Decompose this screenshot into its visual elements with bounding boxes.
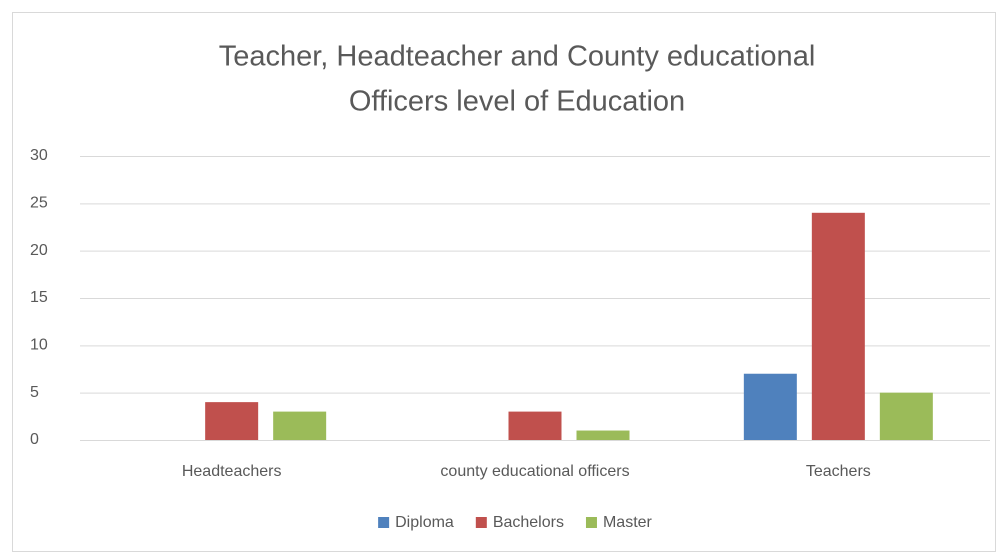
legend-swatch [475,517,487,528]
y-tick-label: 30 [30,147,48,164]
y-tick-label: 15 [30,289,48,306]
bar [743,373,797,440]
bar [576,430,630,440]
legend-label: Diploma [395,514,454,531]
x-tick-label: county educational officers [440,463,629,480]
legend-swatch [378,517,390,528]
chart-title: Officers level of Education [349,86,685,118]
y-tick-label: 10 [30,337,48,354]
y-tick-label: 20 [30,242,48,259]
x-tick-label: Teachers [806,463,871,480]
chart-title: Teacher, Headteacher and County educatio… [219,41,816,73]
legend-label: Master [603,514,653,531]
bar [811,212,865,440]
legend-swatch [585,517,597,528]
y-tick-label: 0 [30,431,39,448]
bar [273,411,327,440]
x-tick-label: Headteachers [182,463,282,480]
bar [205,402,259,440]
y-tick-label: 5 [30,384,39,401]
legend-label: Bachelors [493,514,564,531]
bar [508,411,562,440]
y-tick-label: 25 [30,195,48,212]
bar [879,392,933,440]
